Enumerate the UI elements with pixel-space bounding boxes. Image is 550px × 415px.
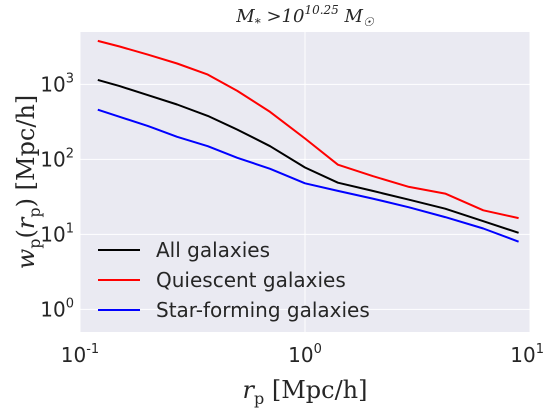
y-tick-label: 101 <box>40 221 74 246</box>
y-tick-label: 100 <box>40 296 74 321</box>
x-tick-labels: 10-1 100 101 <box>61 342 544 367</box>
x-tick-label: 101 <box>510 342 544 367</box>
y-tick-label: 103 <box>40 71 74 96</box>
series-lines <box>97 39 519 243</box>
legend: All galaxies Quiescent galaxies Star-formi… <box>98 238 370 322</box>
x-tick-label: 10-1 <box>61 342 99 367</box>
legend-label-2: Quiescent galaxies <box>156 268 346 292</box>
series-line-1 <box>97 78 519 234</box>
y-axis-label: wp(rp) [Mpc/h] <box>12 95 44 270</box>
y-tick-label: 102 <box>40 146 74 171</box>
legend-label-1: All galaxies <box>156 238 270 262</box>
series-line-2 <box>97 39 519 220</box>
chart-title: M* >1010.25 M☉ <box>235 3 375 30</box>
y-tick-labels: 100 101 102 103 <box>40 71 74 321</box>
grid-lines <box>79 32 531 332</box>
x-axis-label: rp [Mpc/h] <box>242 376 367 408</box>
x-tick-label: 100 <box>288 342 322 367</box>
legend-label-3: Star-forming galaxies <box>156 298 370 322</box>
series-line-3 <box>97 108 519 243</box>
